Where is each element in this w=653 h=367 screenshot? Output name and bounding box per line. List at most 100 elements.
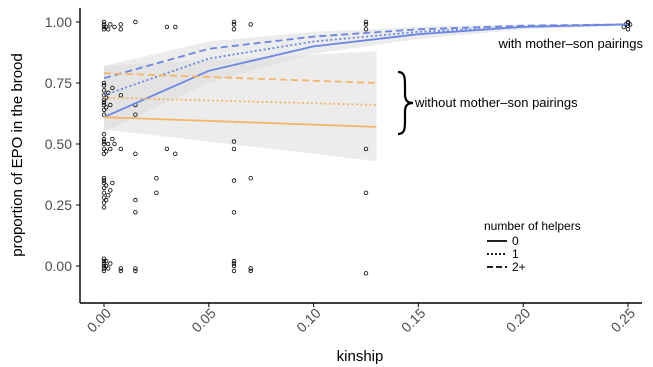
data-point xyxy=(101,263,107,269)
y-tick-label: 0.75 xyxy=(45,75,72,91)
annotation-with-pairings: with mother–son pairings xyxy=(497,36,643,51)
data-point xyxy=(231,178,237,183)
data-point xyxy=(110,136,115,142)
data-point xyxy=(101,19,107,25)
data-point xyxy=(118,22,123,27)
data-point xyxy=(248,268,253,274)
x-tick-label: 0.00 xyxy=(84,305,115,336)
data-point xyxy=(101,180,107,186)
data-point xyxy=(118,146,123,152)
y-tick-label: 0.25 xyxy=(45,197,72,213)
data-point xyxy=(173,151,178,156)
data-point xyxy=(231,22,237,27)
data-point xyxy=(108,22,113,27)
data-point xyxy=(112,141,117,147)
data-point xyxy=(133,268,138,274)
data-point xyxy=(363,190,369,195)
data-point xyxy=(133,210,138,215)
x-axis-title: kinship xyxy=(337,348,384,365)
data-point xyxy=(110,85,115,91)
data-point xyxy=(248,266,253,271)
data-point xyxy=(101,131,107,137)
data-point xyxy=(363,22,369,27)
data-point xyxy=(101,83,107,88)
data-point xyxy=(103,105,109,110)
axes xyxy=(79,8,642,304)
y-tick-label: 1.00 xyxy=(45,14,72,30)
x-tick-label: 0.20 xyxy=(503,305,534,336)
data-point xyxy=(231,19,237,25)
y-axis-title: proportion of EPO in the brood xyxy=(9,53,26,256)
data-point xyxy=(154,175,159,181)
y-tick-label: 0.50 xyxy=(45,136,72,152)
data-point xyxy=(133,19,138,25)
confidence-ribbon-1 xyxy=(104,23,628,132)
data-point xyxy=(231,263,237,269)
data-point xyxy=(363,271,369,276)
legend-title: number of helpers xyxy=(484,219,581,233)
data-point xyxy=(164,24,170,30)
data-point xyxy=(231,261,237,266)
data-point xyxy=(101,205,107,210)
data-point xyxy=(231,258,237,264)
data-point xyxy=(101,100,107,105)
legend-label-2: 2+ xyxy=(512,260,526,274)
series-line-without-helpers-2+ xyxy=(103,72,377,84)
legend: number of helpers 0 1 2+ xyxy=(484,219,581,274)
data-point xyxy=(101,200,107,205)
x-tick-label: 0.05 xyxy=(188,305,219,336)
data-point xyxy=(101,151,107,156)
data-point xyxy=(108,261,113,266)
data-point xyxy=(103,197,109,203)
data-point xyxy=(118,92,123,98)
annotation-without-pairings: without mother–son pairings xyxy=(414,95,578,110)
legend-label-0: 0 xyxy=(512,234,519,248)
data-point xyxy=(101,22,107,27)
data-point xyxy=(231,268,237,274)
series-line-without-helpers-0 xyxy=(103,116,377,128)
data-point xyxy=(133,151,138,156)
data-point xyxy=(154,190,159,195)
data-point xyxy=(248,22,253,27)
confidence-ribbon-2 xyxy=(104,51,377,162)
data-point xyxy=(133,112,138,117)
data-point xyxy=(108,146,113,152)
data-point xyxy=(248,175,253,181)
confidence-ribbons xyxy=(104,23,628,162)
data-point xyxy=(105,266,111,271)
data-point xyxy=(173,24,178,30)
data-point xyxy=(105,27,111,32)
data-point xyxy=(103,149,109,154)
data-point xyxy=(101,178,107,183)
data-point xyxy=(118,266,123,271)
y-tick-label: 0.00 xyxy=(45,258,72,274)
data-point xyxy=(363,19,369,25)
data-point xyxy=(231,139,237,144)
data-point xyxy=(363,27,369,32)
data-point xyxy=(133,197,138,203)
data-point xyxy=(101,136,107,142)
annotation-brace xyxy=(397,70,414,136)
data-point xyxy=(101,139,107,144)
series-line-with-helpers-2+ xyxy=(103,23,629,79)
data-point xyxy=(105,192,111,198)
data-point xyxy=(118,27,123,32)
data-point xyxy=(231,210,237,215)
data-point xyxy=(231,146,237,152)
data-point xyxy=(108,188,113,193)
data-point xyxy=(101,24,107,30)
data-point xyxy=(108,102,113,108)
x-tick-label: 0.10 xyxy=(293,305,324,336)
data-point xyxy=(101,268,107,274)
data-point xyxy=(101,80,107,86)
data-point xyxy=(627,22,633,27)
x-tick-label: 0.15 xyxy=(398,305,429,336)
series-line-with-helpers-0 xyxy=(103,23,629,119)
x-tick-label: 0.25 xyxy=(608,305,639,336)
data-point xyxy=(103,258,109,264)
data-point xyxy=(133,266,138,271)
data-point xyxy=(112,24,117,30)
data-point xyxy=(101,88,107,93)
data-point xyxy=(363,146,369,152)
